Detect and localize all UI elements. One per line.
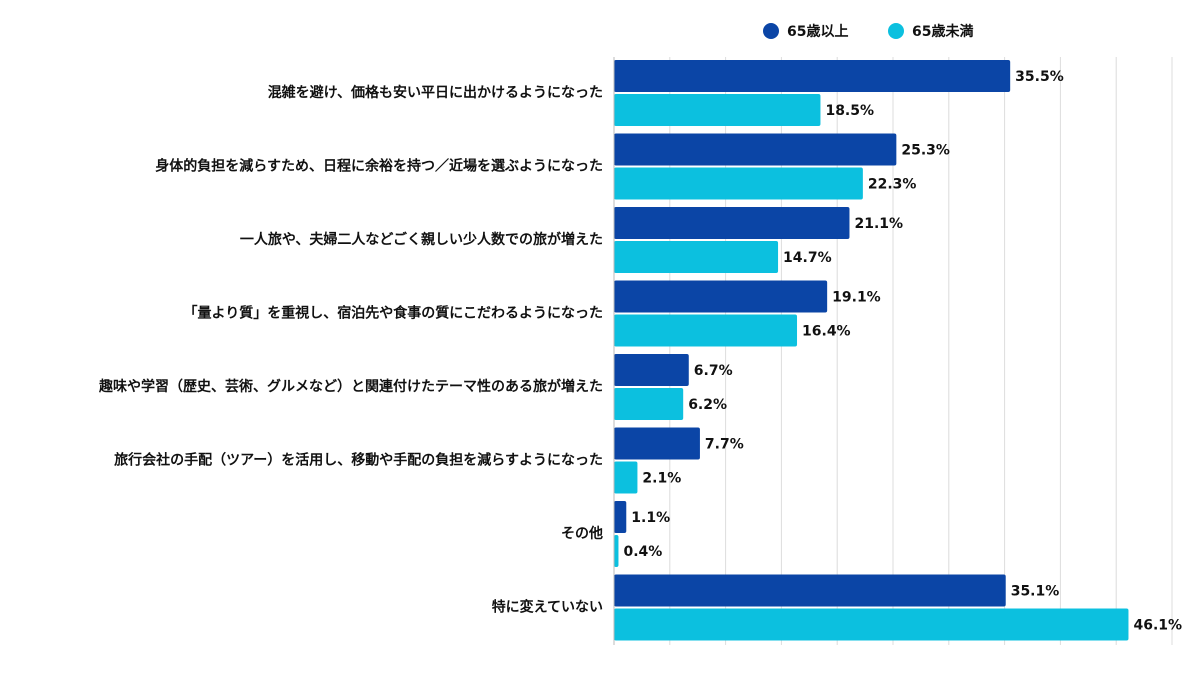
bar [614, 60, 1011, 92]
value-label: 7.7% [705, 437, 744, 453]
bar [614, 354, 689, 386]
value-label: 25.3% [901, 143, 950, 159]
bar [614, 535, 619, 567]
y-tick-label: その他 [561, 525, 603, 542]
bar [614, 461, 638, 494]
legend-label: 65歳以上 [787, 23, 848, 40]
bar [614, 133, 897, 166]
bar [614, 314, 798, 347]
value-label: 19.1% [832, 290, 881, 306]
bar [614, 280, 828, 313]
value-label: 2.1% [642, 471, 681, 487]
y-tick-label: 一人旅や、夫婦二人などごく親しい少人数での旅が増えた [240, 231, 603, 248]
value-label: 22.3% [868, 177, 917, 193]
legend-marker [888, 23, 904, 39]
value-label: 6.7% [694, 363, 733, 379]
value-label: 16.4% [802, 324, 851, 340]
y-tick-label: 身体的負担を減らすため、日程に余裕を持つ／近場を選ぶようになった [155, 158, 603, 175]
value-label: 35.1% [1011, 584, 1060, 600]
y-tick-label: 特に変えていない [492, 599, 603, 616]
bar [614, 241, 779, 273]
value-label: 14.7% [783, 250, 832, 266]
legend-label: 65歳未満 [912, 23, 973, 40]
bar [614, 167, 863, 200]
value-label: 0.4% [623, 544, 662, 560]
legend-marker [763, 23, 779, 39]
value-label: 1.1% [631, 510, 670, 526]
bar [614, 608, 1129, 641]
value-label: 21.1% [854, 216, 903, 232]
value-label: 35.5% [1015, 69, 1064, 85]
bar [614, 427, 700, 460]
y-tick-label: 混雑を避け、価格も安い平日に出かけるようになった [268, 84, 603, 101]
value-label: 46.1% [1133, 618, 1182, 634]
value-label: 6.2% [688, 397, 727, 413]
y-tick-label: 旅行会社の手配（ツアー）を活用し、移動や手配の負担を減らすようになった [114, 452, 603, 469]
bar [614, 388, 684, 420]
y-tick-label: 「量より質」を重視し、宿泊先や食事の質にこだわるようになった [184, 305, 603, 322]
bar [614, 94, 821, 126]
y-tick-label: 趣味や学習（歴史、芸術、グルメなど）と関連付けたテーマ性のある旅が増えた [98, 378, 603, 395]
bar [614, 574, 1006, 607]
bar [614, 207, 850, 239]
bar [614, 501, 627, 533]
value-label: 18.5% [825, 103, 874, 119]
